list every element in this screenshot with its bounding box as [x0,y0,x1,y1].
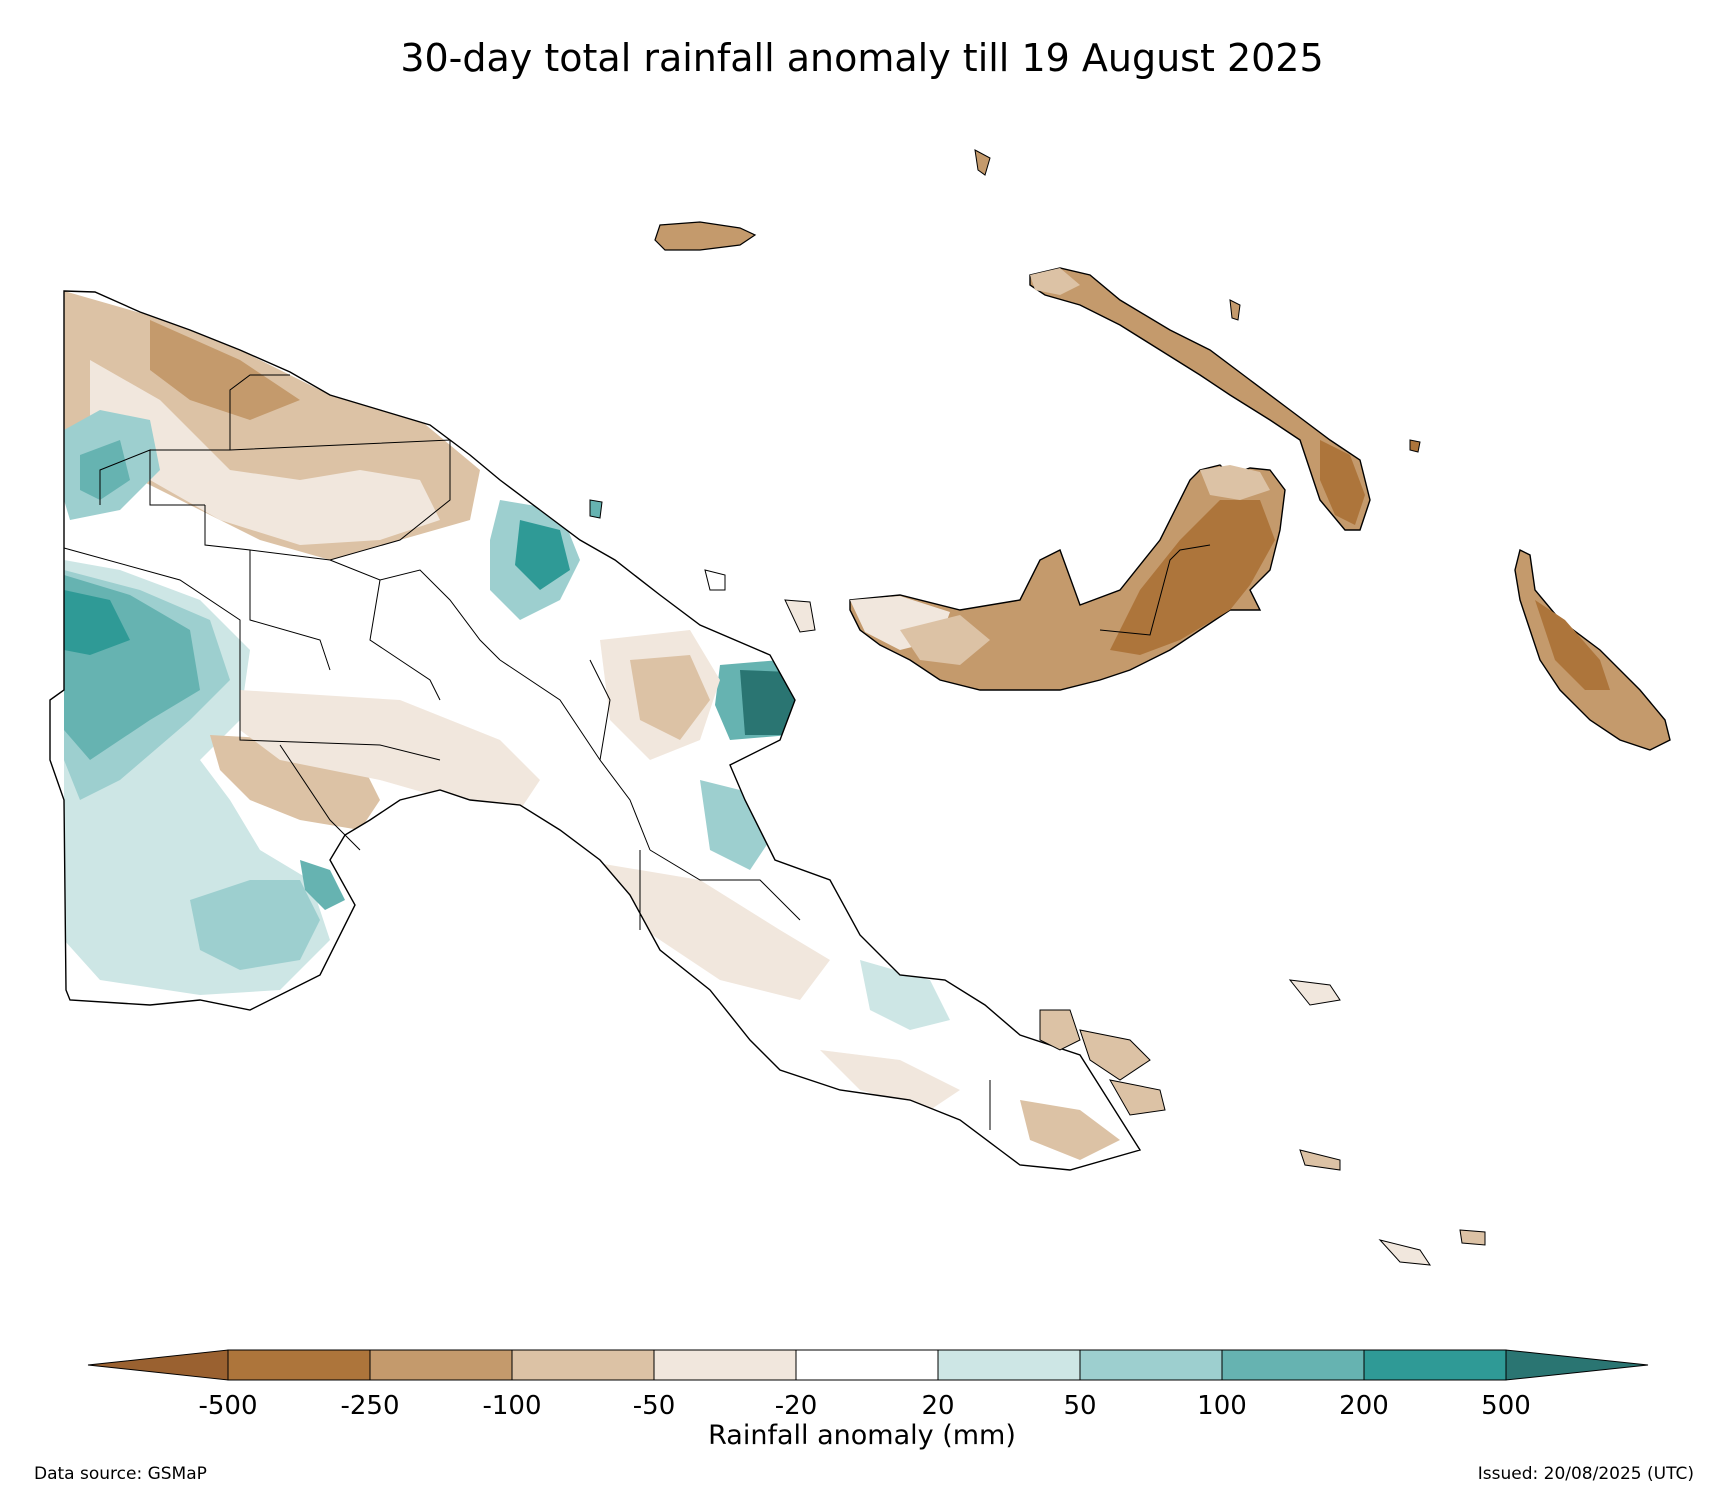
dry-zone-north-core [150,320,300,420]
wet-zone-madang-core [515,520,570,590]
light-dry-north [90,360,440,545]
colorbar-tick-label: -250 [340,1391,399,1420]
dry-zone-milne-bay [1020,1100,1120,1160]
light-dry-papua [580,860,830,1000]
colorbar-bin-50-to-100 [1079,1349,1223,1381]
anomaly-shading [64,291,1120,1160]
new-britain [849,464,1286,691]
new-ireland [1029,267,1371,531]
colorbar-tick-label: 100 [1197,1391,1247,1420]
new-britain-strong-dry [1110,500,1275,655]
new-britain-east-tip [1200,465,1270,500]
colorbar-bin--20-to-20 [795,1349,939,1381]
dry-zone-markham-core [630,655,710,740]
wet-zone-huon-core [740,670,800,735]
new-britain-border [1099,544,1211,636]
colorbar-tick-label: 50 [1063,1391,1096,1420]
new-ireland-west [1030,268,1080,295]
data-source-note: Data source: GSMaP [34,1464,207,1484]
colorbar-bin--50-to-20 [653,1349,797,1381]
colorbar-bin-20-to-50 [937,1349,1081,1381]
colorbar-bins [87,1349,1649,1381]
colorbar: -500 -250 -100 -50 -20 20 50 100 200 500 [87,1349,1649,1420]
colorbar-bin--250-to-100 [369,1349,513,1381]
manus-base [654,221,757,251]
colorbar-tick-label: 500 [1481,1391,1531,1420]
eastern-islands [589,149,1486,1266]
colorbar-tick-label: -20 [775,1391,817,1420]
colorbar-tick-label: 20 [921,1391,954,1420]
bougainville-base [1514,548,1671,751]
colorbar-label: Rainfall anomaly (mm) [708,1420,1016,1451]
colorbar-bin--500-to-250 [227,1349,371,1381]
bougainville [1514,548,1671,751]
issued-date: Issued: 20/08/2025 (UTC) [1477,1464,1694,1484]
light-dry-milne [820,1050,960,1110]
rainfall-anomaly-map [49,149,1671,1266]
wet-zone-west-core [64,590,130,655]
colorbar-tick-label: 200 [1339,1391,1389,1420]
colorbar-bin-200-to-500 [1363,1349,1507,1381]
colorbar-bin-above-500 [1505,1349,1649,1381]
colorbar-tick-label: -50 [633,1391,675,1420]
manus-island [654,221,757,251]
wet-zone-fly-delta [190,880,320,970]
colorbar-ticks: -500 -250 -100 -50 -20 20 50 100 200 500 [198,1391,1530,1420]
map-title: 30-day total rainfall anomaly till 19 Au… [400,36,1324,80]
province-borders [63,374,991,1130]
colorbar-tick-label: -500 [198,1391,257,1420]
new-ireland-strong-dry [1320,440,1365,525]
wet-zone-oro [860,960,950,1030]
wet-zone-morobe [700,780,770,870]
new-britain-west-mid [900,615,990,665]
colorbar-bin-below-500 [87,1349,229,1381]
colorbar-bin-100-to-200 [1221,1349,1365,1381]
colorbar-tick-label: -100 [482,1391,541,1420]
wet-zone-fly-delta-core [300,860,345,910]
bougainville-strong-dry [1535,600,1610,690]
mainland-outline [49,290,1142,1171]
colorbar-bin--100-to-50 [511,1349,655,1381]
wet-zone-northwest-core [80,440,130,500]
mainland-png [49,290,1142,1171]
light-dry-central [240,690,540,810]
